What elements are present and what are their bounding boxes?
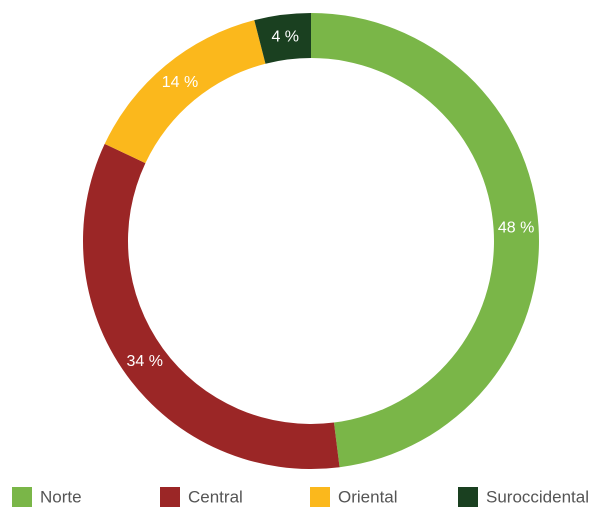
data-label: 14 % xyxy=(162,74,198,91)
slice xyxy=(311,13,540,468)
legend-label: Suroccidental xyxy=(486,487,589,506)
legend-label: Norte xyxy=(40,487,82,506)
data-label: 34 % xyxy=(127,353,163,370)
legend-label: Oriental xyxy=(338,487,398,506)
legend-label: Central xyxy=(188,487,243,506)
slice xyxy=(254,13,311,64)
legend-swatch xyxy=(458,487,478,507)
slice xyxy=(82,143,340,470)
legend-swatch xyxy=(310,487,330,507)
slice xyxy=(104,20,266,164)
data-label: 48 % xyxy=(498,219,534,236)
legend-swatch xyxy=(160,487,180,507)
legend-swatch xyxy=(12,487,32,507)
data-label: 4 % xyxy=(271,28,299,45)
